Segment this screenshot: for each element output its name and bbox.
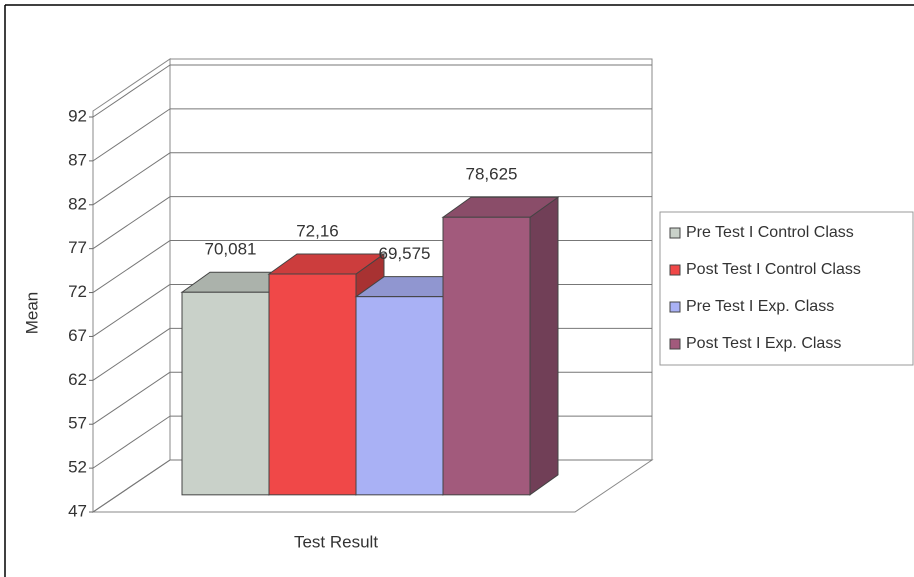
legend-swatch (670, 265, 680, 275)
value-label: 78,625 (466, 165, 518, 184)
grid-line (93, 197, 170, 249)
chart: 47 52 57 62 67 72 77 82 87 92 70,081 72,16 69,575 78,… (0, 0, 914, 577)
y-tick-label: 67 (68, 326, 87, 345)
value-label: 72,16 (296, 221, 339, 240)
y-tick-label: 57 (68, 414, 87, 433)
legend-label: Post Test I Exp. Class (686, 335, 841, 352)
y-tick-label: 92 (68, 106, 87, 125)
grid-line (93, 109, 170, 161)
grid-line (93, 153, 170, 205)
legend-label: Pre Test I Exp. Class (686, 298, 834, 315)
side-wall (93, 59, 170, 512)
plot-area: 47 52 57 62 67 72 77 82 87 92 70,081 72,16 69,575 78,… (68, 59, 652, 520)
grid-line (93, 372, 170, 424)
bar (356, 297, 443, 495)
y-tick-label: 72 (68, 282, 87, 301)
y-tick-label: 77 (68, 238, 87, 257)
legend-swatch (670, 339, 680, 349)
bar (443, 217, 530, 495)
y-tick-label: 87 (68, 150, 87, 169)
grid-line (93, 416, 170, 468)
legend-label: Pre Test I Control Class (686, 224, 854, 241)
bar (182, 292, 269, 495)
legend-swatch (670, 302, 680, 312)
y-tick-label: 82 (68, 194, 87, 213)
x-tick-label: Test Result (294, 532, 378, 551)
grid-line (93, 241, 170, 293)
legend-label: Post Test I Control Class (686, 261, 861, 278)
grid-line (93, 65, 170, 117)
value-label: 69,575 (379, 244, 431, 263)
grid-line (93, 328, 170, 380)
y-tick-label: 52 (68, 458, 87, 477)
y-axis-title: Mean (22, 292, 41, 335)
value-label: 70,081 (205, 240, 257, 259)
grid-line (93, 460, 170, 512)
grid-line (93, 284, 170, 336)
bar (269, 274, 356, 495)
bar-side (530, 197, 558, 495)
legend-swatch (670, 228, 680, 238)
y-tick-label: 62 (68, 370, 87, 389)
y-tick-label: 47 (68, 501, 87, 520)
